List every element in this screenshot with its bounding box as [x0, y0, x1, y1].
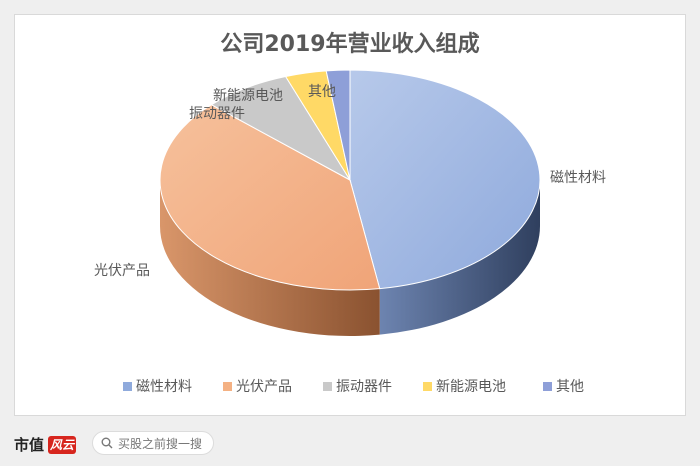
search-input[interactable]: 买股之前搜一搜	[92, 431, 214, 455]
legend-label-4: 其他	[556, 379, 584, 395]
pie-side-1	[160, 180, 380, 336]
pie-label-2: 振动器件	[189, 106, 245, 122]
search-placeholder: 买股之前搜一搜	[118, 436, 203, 451]
pie-slice-1	[159, 104, 381, 291]
pie-side-0	[379, 180, 540, 335]
search-icon	[101, 437, 113, 449]
legend-label-3: 新能源电池	[436, 379, 506, 395]
brand-mark: 风云	[48, 435, 77, 454]
footer-bar: 市值 风云 买股之前搜一搜	[0, 424, 700, 466]
pie-label-1: 光伏产品	[94, 263, 150, 279]
legend-swatch-0	[123, 382, 132, 391]
chart-title: 公司2019年营业收入组成	[220, 32, 480, 57]
legend-swatch-4	[543, 382, 552, 391]
pie-slice-4	[325, 69, 351, 181]
pie-slice-0	[349, 69, 541, 290]
brand-name: 市值	[14, 436, 45, 454]
legend-label-2: 振动器件	[336, 379, 392, 395]
legend-label-0: 磁性材料	[136, 379, 192, 395]
brand-logo: 市值 风云	[14, 434, 77, 455]
legend-label-1: 光伏产品	[236, 379, 292, 395]
pie-label-4: 其他	[308, 84, 336, 100]
legend-swatch-1	[223, 382, 232, 391]
pie-label-3: 新能源电池	[213, 88, 283, 104]
pie-label-0: 磁性材料	[550, 170, 606, 186]
legend-swatch-2	[323, 382, 332, 391]
legend-swatch-3	[423, 382, 432, 391]
